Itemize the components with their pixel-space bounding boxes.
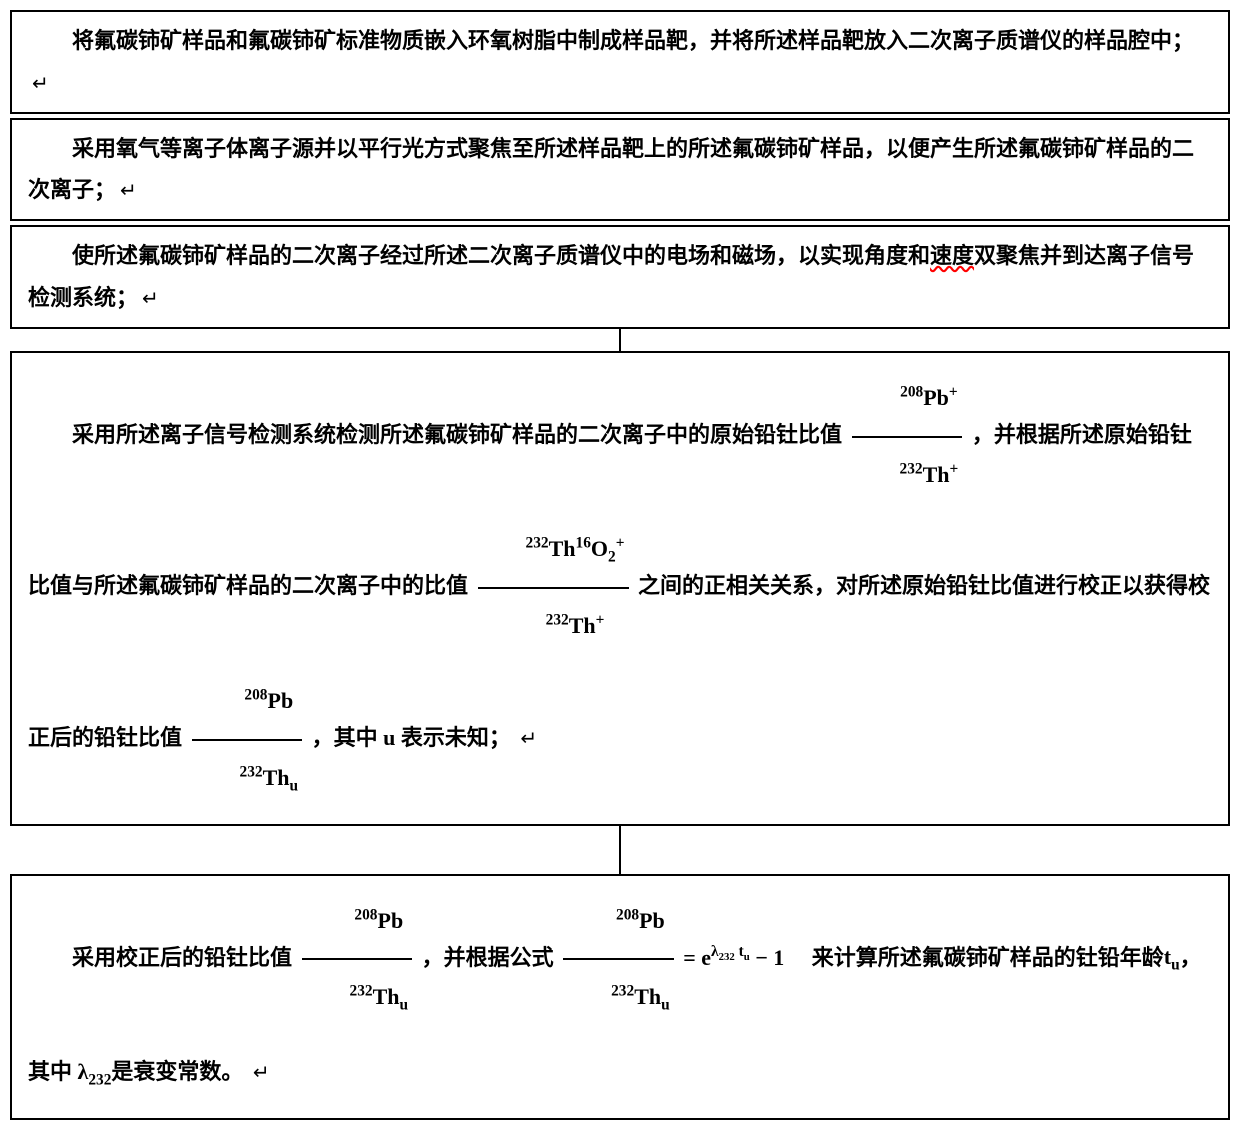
fraction: 208Pb+ 232Th+ — [852, 361, 963, 513]
flowchart-step-4: 采用所述离子信号检测系统检测所述氟碳铈矿样品的二次离子中的原始铅钍比值 208P… — [10, 351, 1230, 826]
flowchart: 将氟碳铈矿样品和氟碳铈矿标准物质嵌入环氧树脂中制成样品靶，并将所述样品靶放入二次… — [10, 10, 1230, 1120]
connector-line — [619, 826, 621, 874]
sup: + — [949, 383, 958, 400]
step5-seg3: 来计算所述氟碳铈矿样品的钍铅年龄 — [790, 944, 1164, 969]
flowchart-step-2: 采用氧气等离子体离子源并以平行光方式聚焦至所述样品靶上的所述氟碳铈矿样品，以便产… — [10, 118, 1230, 222]
sup: 232 — [240, 763, 263, 780]
step4-seg1: 采用所述离子信号检测系统检测所述氟碳铈矿样品的二次离子中的原始铅钍比值 — [72, 422, 842, 447]
equation-eq: = e — [683, 944, 711, 969]
linebreak-icon: ↵ — [120, 180, 137, 202]
linebreak-icon: ↵ — [32, 73, 49, 95]
linebreak-icon: ↵ — [520, 728, 537, 750]
sub: u — [290, 777, 299, 794]
sub: u — [400, 997, 409, 1014]
sup: 232 — [350, 983, 373, 1000]
fraction: 208Pb 232Thu — [563, 884, 674, 1036]
flowchart-step-1: 将氟碳铈矿样品和氟碳铈矿标准物质嵌入环氧树脂中制成样品靶，并将所述样品靶放入二次… — [10, 10, 1230, 114]
fraction: 232Th16O2+ 232Th+ — [478, 512, 629, 664]
step-text: 采用氧气等离子体离子源并以平行光方式聚焦至所述样品靶上的所述氟碳铈矿样品，以便产… — [28, 128, 1212, 212]
sub: 232 — [88, 1072, 111, 1089]
sup: + — [596, 612, 605, 629]
sup: 208 — [354, 906, 377, 923]
sup: 208 — [616, 906, 639, 923]
sup: 208 — [244, 687, 267, 704]
flowchart-step-3: 使所述氟碳铈矿样品的二次离子经过所述二次离子质谱仪中的电场和磁场，以实现角度和速… — [10, 225, 1230, 329]
sym: Th — [634, 984, 661, 1009]
sub: 232 — [719, 951, 735, 963]
step5-seg5: 是衰变常数。 — [111, 1059, 243, 1084]
connector-line — [619, 329, 621, 351]
sym: Pb — [639, 908, 665, 933]
equation-tail: − 1 — [750, 944, 785, 969]
sub: u — [661, 997, 670, 1014]
sym: Pb — [923, 385, 949, 410]
sup: 232 — [611, 983, 634, 1000]
step2-text: 采用氧气等离子体离子源并以平行光方式聚焦至所述样品靶上的所述氟碳铈矿样品，以便产… — [28, 136, 1194, 203]
flowchart-step-5: 采用校正后的铅钍比值 208Pb 232Thu ，并根据公式 208Pb 232… — [10, 874, 1230, 1120]
step-text: 采用所述离子信号检测系统检测所述氟碳铈矿样品的二次离子中的原始铅钍比值 208P… — [28, 361, 1212, 816]
sym: Pb — [378, 908, 404, 933]
sym: Th — [569, 613, 596, 638]
linebreak-icon: ↵ — [142, 288, 159, 310]
sup: + — [950, 460, 959, 477]
sym: Th — [373, 984, 400, 1009]
sup: λ — [711, 943, 719, 960]
step-text: 使所述氟碳铈矿样品的二次离子经过所述二次离子质谱仪中的电场和磁场，以实现角度和速… — [28, 235, 1212, 319]
linebreak-icon: ↵ — [253, 1062, 270, 1084]
fraction: 208Pb 232Thu — [302, 884, 413, 1036]
sup: 232 — [546, 612, 569, 629]
step5-seg2: ，并根据公式 — [422, 944, 554, 969]
step3-wavy: 速度 — [930, 243, 974, 268]
sup: 232 — [900, 460, 923, 477]
sym: Th — [263, 765, 290, 790]
step4-seg4: ，其中 u 表示未知； — [312, 725, 511, 750]
sym: Th — [923, 462, 950, 487]
step5-seg1: 采用校正后的铅钍比值 — [72, 944, 292, 969]
step3-prefix: 使所述氟碳铈矿样品的二次离子经过所述二次离子质谱仪中的电场和磁场，以实现角度和 — [72, 243, 930, 268]
step-text: 采用校正后的铅钍比值 208Pb 232Thu ，并根据公式 208Pb 232… — [28, 884, 1212, 1110]
sym: Pb — [268, 688, 294, 713]
fraction: 208Pb 232Thu — [192, 664, 303, 816]
sub: u — [1171, 957, 1180, 974]
step1-text: 将氟碳铈矿样品和氟碳铈矿标准物质嵌入环氧树脂中制成样品靶，并将所述样品靶放入二次… — [72, 28, 1194, 53]
sup: 208 — [900, 383, 923, 400]
step-text: 将氟碳铈矿样品和氟碳铈矿标准物质嵌入环氧树脂中制成样品靶，并将所述样品靶放入二次… — [28, 20, 1212, 104]
sym: t — [1164, 944, 1171, 969]
